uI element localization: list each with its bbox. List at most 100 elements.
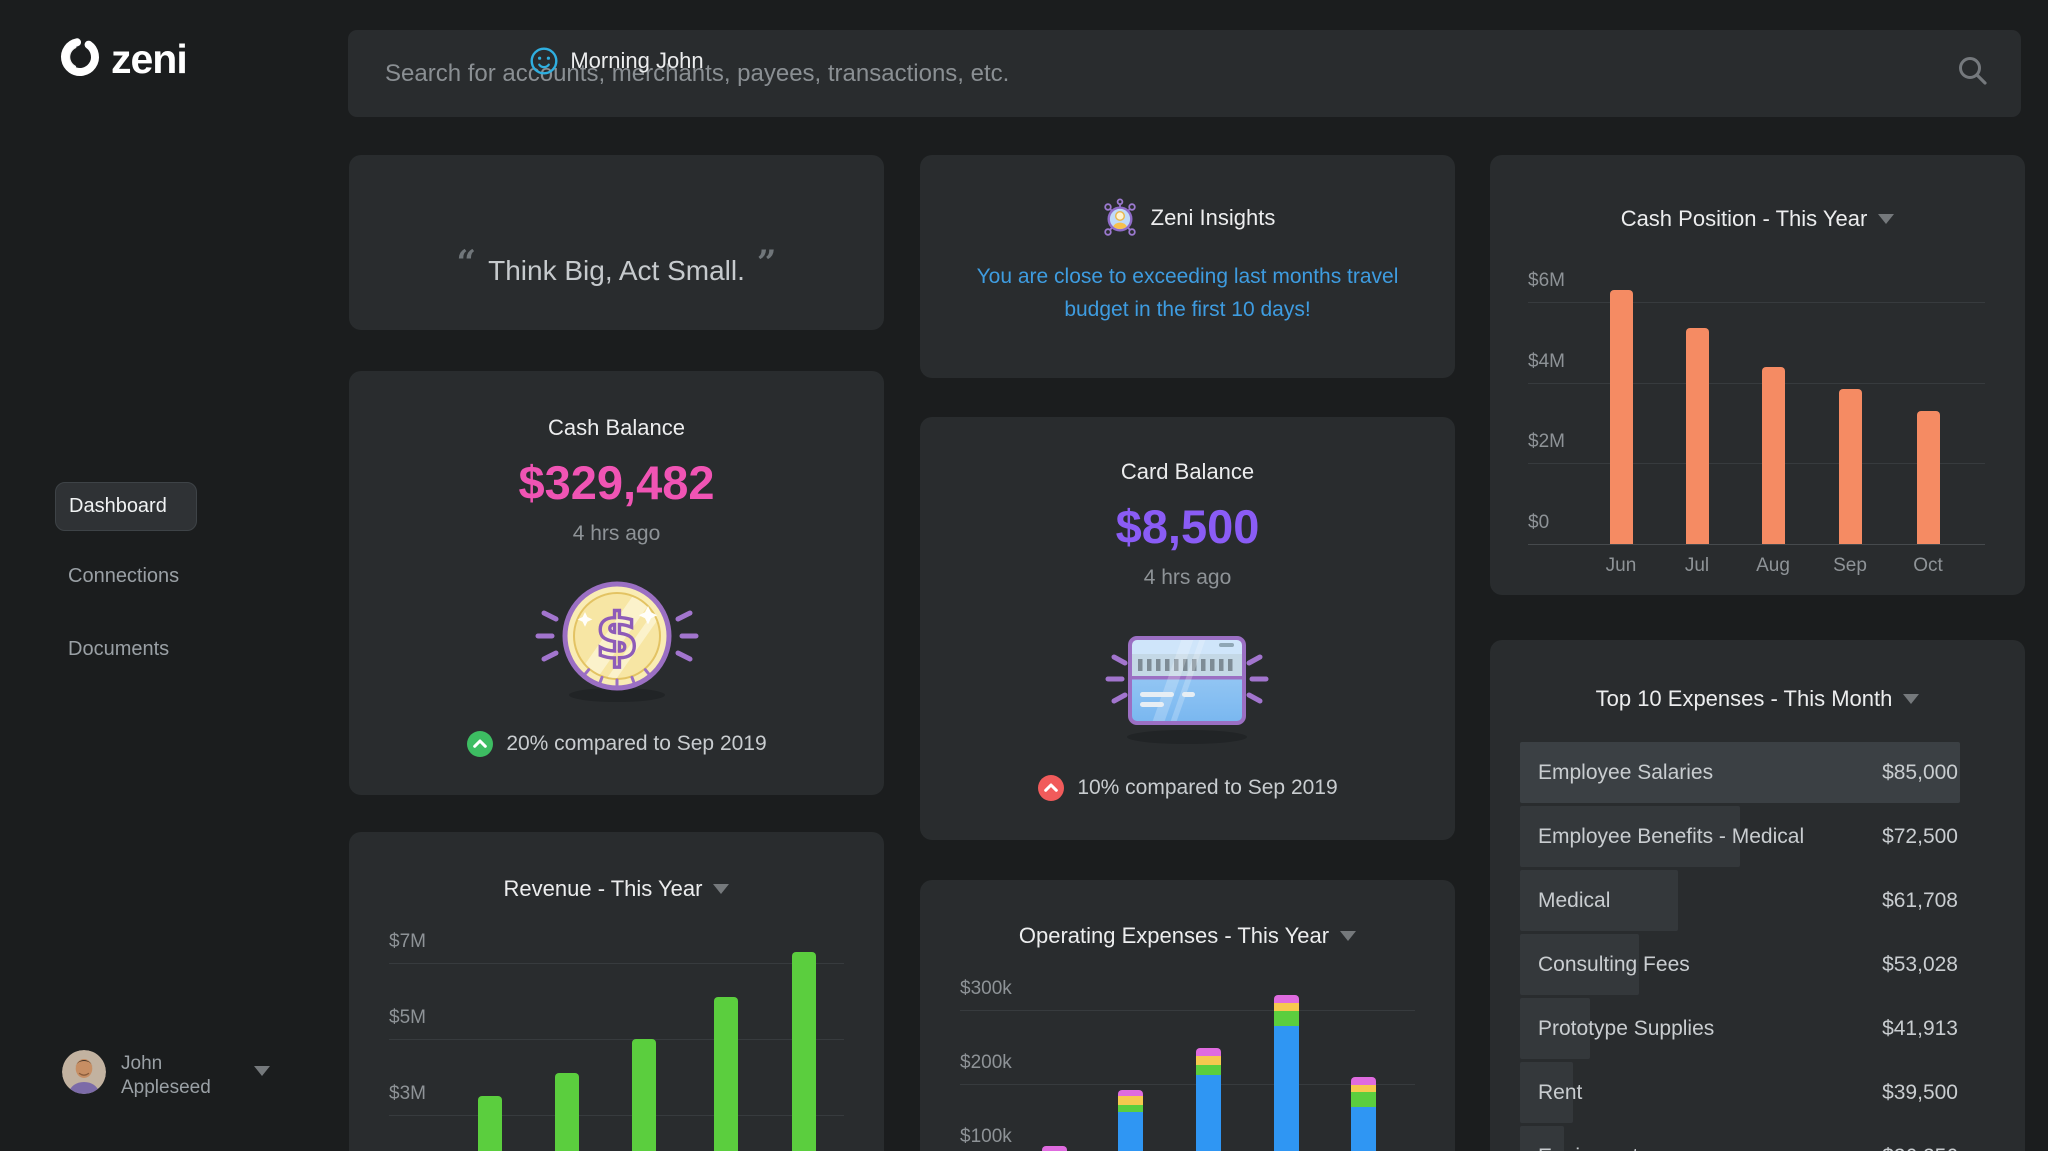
cash-position-title-dropdown[interactable]: Cash Position - This Year: [1490, 206, 2025, 232]
greeting-card: Morning John “ Think Big, Act Small. ”: [349, 47, 884, 330]
expense-amount: $53,028: [1882, 952, 1958, 976]
sidebar-item-dashboard[interactable]: Dashboard: [55, 482, 197, 531]
y-tick-label: $6M: [1528, 270, 1565, 292]
search-bar[interactable]: [348, 30, 2021, 117]
bar-Jun: [1609, 289, 1633, 544]
open-quote-icon: “: [456, 243, 477, 283]
chevron-down-icon[interactable]: [253, 1066, 270, 1076]
operating-expenses-title: Operating Expenses - This Year: [1018, 923, 1330, 948]
expense-amount: $39,500: [1882, 1080, 1958, 1104]
expense-label: Medical: [1538, 888, 1611, 912]
gridline: [960, 1084, 1415, 1085]
expense-row[interactable]: Medical $61,708: [1520, 870, 1960, 931]
segment-magenta: [1273, 995, 1299, 1004]
card-balance-comparison: 10% compared to Sep 2019: [920, 774, 1455, 802]
expense-amount: $72,500: [1882, 824, 1958, 848]
segment-magenta: [1350, 1077, 1376, 1085]
segment-blue: [1195, 1075, 1221, 1151]
segment-yellow: [1350, 1084, 1376, 1093]
expense-label: Employee Benefits - Medical: [1538, 824, 1805, 848]
stacked-bar: [1350, 1077, 1376, 1151]
segment-blue: [1117, 1112, 1143, 1151]
expense-amount: $26,256: [1882, 1145, 1958, 1151]
x-tick-label: Oct: [1913, 555, 1943, 576]
x-tick-label: Aug: [1756, 555, 1790, 576]
stacked-bar: [1195, 1047, 1221, 1151]
quote-line: “ Think Big, Act Small. ”: [349, 243, 884, 287]
expense-row[interactable]: Equipment $26,256: [1520, 1126, 1960, 1151]
cash-balance-updated: 4 hrs ago: [572, 522, 661, 545]
expense-bar: [1520, 806, 1740, 867]
cash-balance-amount: $329,482: [518, 456, 715, 509]
expense-bar: [1520, 870, 1679, 931]
credit-card-illustration: [1082, 613, 1292, 758]
bar-Oct: [1916, 410, 1940, 544]
user-menu[interactable]: John Appleseed: [62, 1050, 270, 1100]
gridline: [389, 1039, 844, 1040]
segment-magenta: [1041, 1146, 1067, 1151]
operating-expenses-card: Operating Expenses - This Year $100k $200…: [920, 880, 1455, 1151]
chevron-down-icon: [713, 884, 730, 894]
expense-amount: $85,000: [1882, 760, 1958, 784]
bar-3: [632, 1039, 656, 1151]
y-tick-label: $200k: [960, 1052, 1012, 1073]
expense-label: Prototype Supplies: [1538, 1016, 1715, 1040]
coin-illustration: $: [517, 564, 717, 714]
expense-label: Employee Salaries: [1538, 760, 1714, 784]
comparison-text: 20% compared to Sep 2019: [506, 732, 767, 755]
segment-green: [1273, 1011, 1299, 1027]
cash-position-chart: $0 $2M $4M $6M Jun Jul Aug Sep Oct: [1490, 155, 2025, 595]
y-tick-label: $300k: [960, 978, 1012, 999]
expense-bar: [1520, 1062, 1573, 1123]
card-balance-card: Card Balance $8,500 4 hrs ago: [920, 417, 1455, 840]
expense-row[interactable]: Rent $39,500: [1520, 1062, 1960, 1123]
operating-expenses-title-dropdown[interactable]: Operating Expenses - This Year: [920, 923, 1455, 949]
segment-yellow: [1195, 1055, 1221, 1066]
sidebar-item-label: Documents: [68, 638, 170, 660]
chevron-down-icon: [1878, 214, 1895, 224]
top-expenses-list: Employee Salaries $85,000 Employee Benefit…: [1520, 742, 1960, 1151]
trend-up-red-icon: [1037, 774, 1065, 802]
smiley-icon: [529, 46, 559, 76]
segment-yellow: [1117, 1095, 1143, 1106]
bar-4: [714, 997, 738, 1151]
search-icon[interactable]: [1955, 53, 1991, 94]
bar-1: [478, 1096, 502, 1151]
gridline: [1528, 463, 1985, 465]
avatar[interactable]: [62, 1050, 106, 1094]
revenue-title-dropdown[interactable]: Revenue - This Year: [349, 876, 884, 902]
expense-row[interactable]: Employee Benefits - Medical $72,500: [1520, 806, 1960, 867]
cash-position-title: Cash Position - This Year: [1620, 206, 1868, 231]
card-balance-amount: $8,500: [1115, 500, 1260, 553]
segment-blue: [1350, 1106, 1376, 1151]
expense-row[interactable]: Prototype Supplies $41,913: [1520, 998, 1960, 1059]
chevron-down-icon: [1340, 931, 1357, 941]
search-input[interactable]: [348, 59, 1955, 88]
revenue-card: Revenue - This Year $3M $5M $7M: [349, 832, 884, 1151]
operating-expenses-chart: $100k $200k $300k: [920, 880, 1455, 1151]
y-tick-label: $0: [1528, 512, 1550, 533]
insights-header: Zeni Insights: [920, 198, 1455, 238]
expense-row[interactable]: Employee Salaries $85,000: [1520, 742, 1960, 803]
sidebar-item-documents[interactable]: Documents: [68, 638, 169, 661]
bar-Aug: [1761, 366, 1785, 544]
revenue-title: Revenue - This Year: [503, 876, 703, 901]
expense-bar: [1520, 1126, 1564, 1151]
top-expenses-title-dropdown[interactable]: Top 10 Expenses - This Month: [1490, 686, 2025, 712]
y-tick-label: $3M: [389, 1083, 426, 1104]
greeting-header: Morning John: [349, 46, 884, 76]
gridline: [1528, 302, 1985, 304]
gridline: [1528, 382, 1985, 384]
y-tick-label: $4M: [1528, 350, 1565, 372]
zeni-insights-bot-icon: [1100, 198, 1140, 238]
y-tick-label: $100k: [960, 1126, 1012, 1147]
insights-message: You are close to exceeding last months t…: [976, 265, 1399, 321]
bar-Jul: [1685, 328, 1709, 544]
segment-magenta: [1117, 1089, 1143, 1096]
bar-5: [792, 951, 816, 1151]
sidebar-item-connections[interactable]: Connections: [68, 565, 179, 588]
segment-yellow: [1273, 1003, 1299, 1012]
gridline: [389, 963, 844, 964]
expense-bar: [1520, 742, 1960, 803]
expense-row[interactable]: Consulting Fees $53,028: [1520, 934, 1960, 995]
